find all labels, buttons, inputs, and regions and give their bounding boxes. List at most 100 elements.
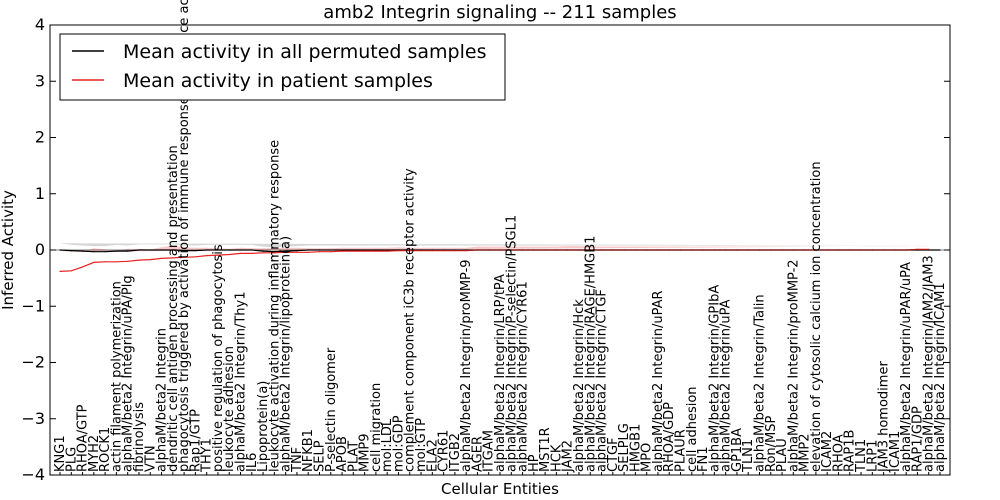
data-point	[160, 257, 163, 259]
y-tick-label: −2	[21, 353, 45, 372]
x-tick-label: actin filament polymerization	[109, 281, 124, 472]
y-axis-label: Inferred Activity	[0, 190, 17, 310]
data-point	[307, 251, 309, 253]
x-tick-label: Lipoprotein(a)	[256, 381, 271, 472]
x-tick-label: ITGB2	[448, 433, 463, 472]
x-tick-label: HMGB1	[628, 424, 643, 472]
x-tick-label: PLAUR	[674, 429, 689, 472]
x-tick-label: FN1	[696, 447, 711, 472]
data-point	[115, 250, 117, 252]
data-point	[70, 270, 72, 272]
data-point	[82, 250, 84, 252]
x-tick-label: RHOA/GTP	[76, 404, 91, 472]
data-point	[251, 252, 253, 254]
x-tick-label: TLN1	[854, 439, 869, 473]
x-tick-label: MPO	[640, 443, 655, 472]
x-tick-label: alphaM/beta2 Integrin/Talin	[753, 294, 768, 472]
x-tick-label: AGER	[470, 436, 485, 472]
x-tick-label: IL6	[245, 453, 260, 472]
x-tick-label: SELPLG	[617, 423, 632, 472]
x-tick-label: APOB	[335, 436, 350, 472]
data-point	[104, 261, 106, 263]
data-point	[115, 261, 117, 263]
x-tick-label: alphaM/beta2 Integrin/ICAM1	[933, 282, 948, 472]
data-point	[262, 250, 264, 252]
data-point	[194, 256, 196, 258]
x-tick-label: PLG	[64, 447, 79, 472]
x-tick-label: alphaM/beta2 Integrin/lipoprotein(a)	[279, 236, 294, 472]
x-tick-label: dendritic cell antigen processing and pr…	[166, 145, 181, 472]
x-tick-label: alphaM/beta2 Integrin/CYR61	[516, 281, 531, 472]
x-tick-label: alphaM/beta2 Integrin/P-selectin/PSGL1	[504, 215, 519, 472]
y-tick-label: −3	[21, 409, 45, 428]
data-point	[239, 252, 242, 254]
x-tick-label: KNG1	[53, 435, 68, 472]
x-tick-label: RAP1B	[843, 430, 858, 472]
y-tick-label: −4	[21, 465, 45, 484]
data-point	[375, 250, 377, 252]
data-point	[127, 250, 129, 252]
data-point	[296, 251, 298, 253]
x-tick-label: phagocytosis triggered by activation of …	[177, 0, 192, 472]
x-tick-label: CYR61	[437, 430, 452, 472]
y-tick-label: 3	[35, 71, 45, 90]
x-tick-label: CTGF	[606, 437, 621, 472]
x-tick-label: cell adhesion	[685, 386, 700, 472]
x-tick-label: cell migration	[369, 383, 384, 472]
x-tick-label: VTN	[143, 445, 158, 472]
data-point	[93, 251, 95, 253]
x-tick-label: RHOA/GDP	[662, 402, 677, 472]
data-point	[149, 259, 151, 261]
x-tick-label: RHOA	[832, 434, 847, 472]
x-tick-label: ELA2	[425, 439, 440, 472]
x-tick-label: alphaM/beta2 Integrin/CTGF	[595, 289, 610, 472]
x-tick-label: alphaM/beta2 Integrin/GPIbA	[707, 285, 722, 472]
data-point	[127, 260, 129, 262]
x-tick-label: TNF	[290, 447, 305, 473]
x-tick-label: fibrinolysis	[132, 402, 147, 472]
x-tick-label: alphaM/beta2 Integrin/proMMP-2	[786, 259, 801, 472]
x-tick-label: ROCK1	[98, 427, 113, 472]
x-tick-label: alphaM/beta2 Integrin/uPA	[719, 299, 734, 472]
x-tick-label: leukocyte adhesion	[222, 346, 237, 472]
x-tick-label: elevation of cytosolic calcium ion conce…	[809, 161, 824, 472]
x-tick-label: alphaM/beta2 Integrin/Hck	[572, 299, 587, 472]
x-tick-label: TLN1	[741, 439, 756, 473]
data-point	[172, 257, 174, 259]
data-point	[228, 253, 230, 256]
confidence-band-0	[60, 243, 929, 248]
data-point	[217, 254, 219, 256]
x-tick-label: leukocyte activation during inflammatory…	[267, 140, 282, 472]
x-tick-label: SELP	[313, 440, 328, 472]
x-tick-label: mol:GTP	[414, 418, 429, 472]
x-tick-label: MMP9	[358, 433, 373, 472]
x-tick-label: PLAU	[775, 438, 790, 472]
data-point	[386, 250, 388, 252]
x-tick-label: MST1R	[538, 427, 553, 472]
x-tick-label: Ron/MSP	[764, 416, 779, 472]
x-tick-label: MMP2	[798, 433, 813, 472]
x-tick-label: RAP1/GDP	[910, 406, 925, 472]
x-tick-label: PLAT	[346, 441, 361, 472]
x-tick-label: alphaM/beta2 Integrin/uPA/Plg	[121, 275, 136, 472]
y-tick-label: 1	[35, 184, 45, 203]
x-tick-label: Rap1/GTP	[188, 409, 203, 472]
data-point	[273, 252, 275, 254]
x-tick-label: alphaM/beta2 Integrin/uPAR/uPA	[899, 262, 914, 472]
data-point	[262, 252, 264, 254]
data-point	[285, 251, 287, 253]
data-point	[916, 248, 919, 250]
x-tick-label: alphaM/beta2 Integrin/LRP/tPA	[493, 274, 508, 472]
data-point	[330, 251, 332, 253]
x-tick-label: ITGAM	[482, 430, 497, 472]
x-tick-label: ICAM2	[820, 431, 835, 472]
x-tick-label: HCK	[549, 444, 564, 472]
data-point	[318, 251, 321, 253]
x-tick-label: alphaM/beta2 Integrin/Thy1	[234, 292, 249, 473]
data-point	[285, 250, 287, 252]
x-axis-label: Cellular Entities	[441, 480, 559, 498]
legend-box	[59, 33, 506, 101]
x-tick-label: MYH2	[87, 435, 102, 472]
legend-entry-permuted: Mean activity in all permuted samples	[123, 41, 486, 63]
